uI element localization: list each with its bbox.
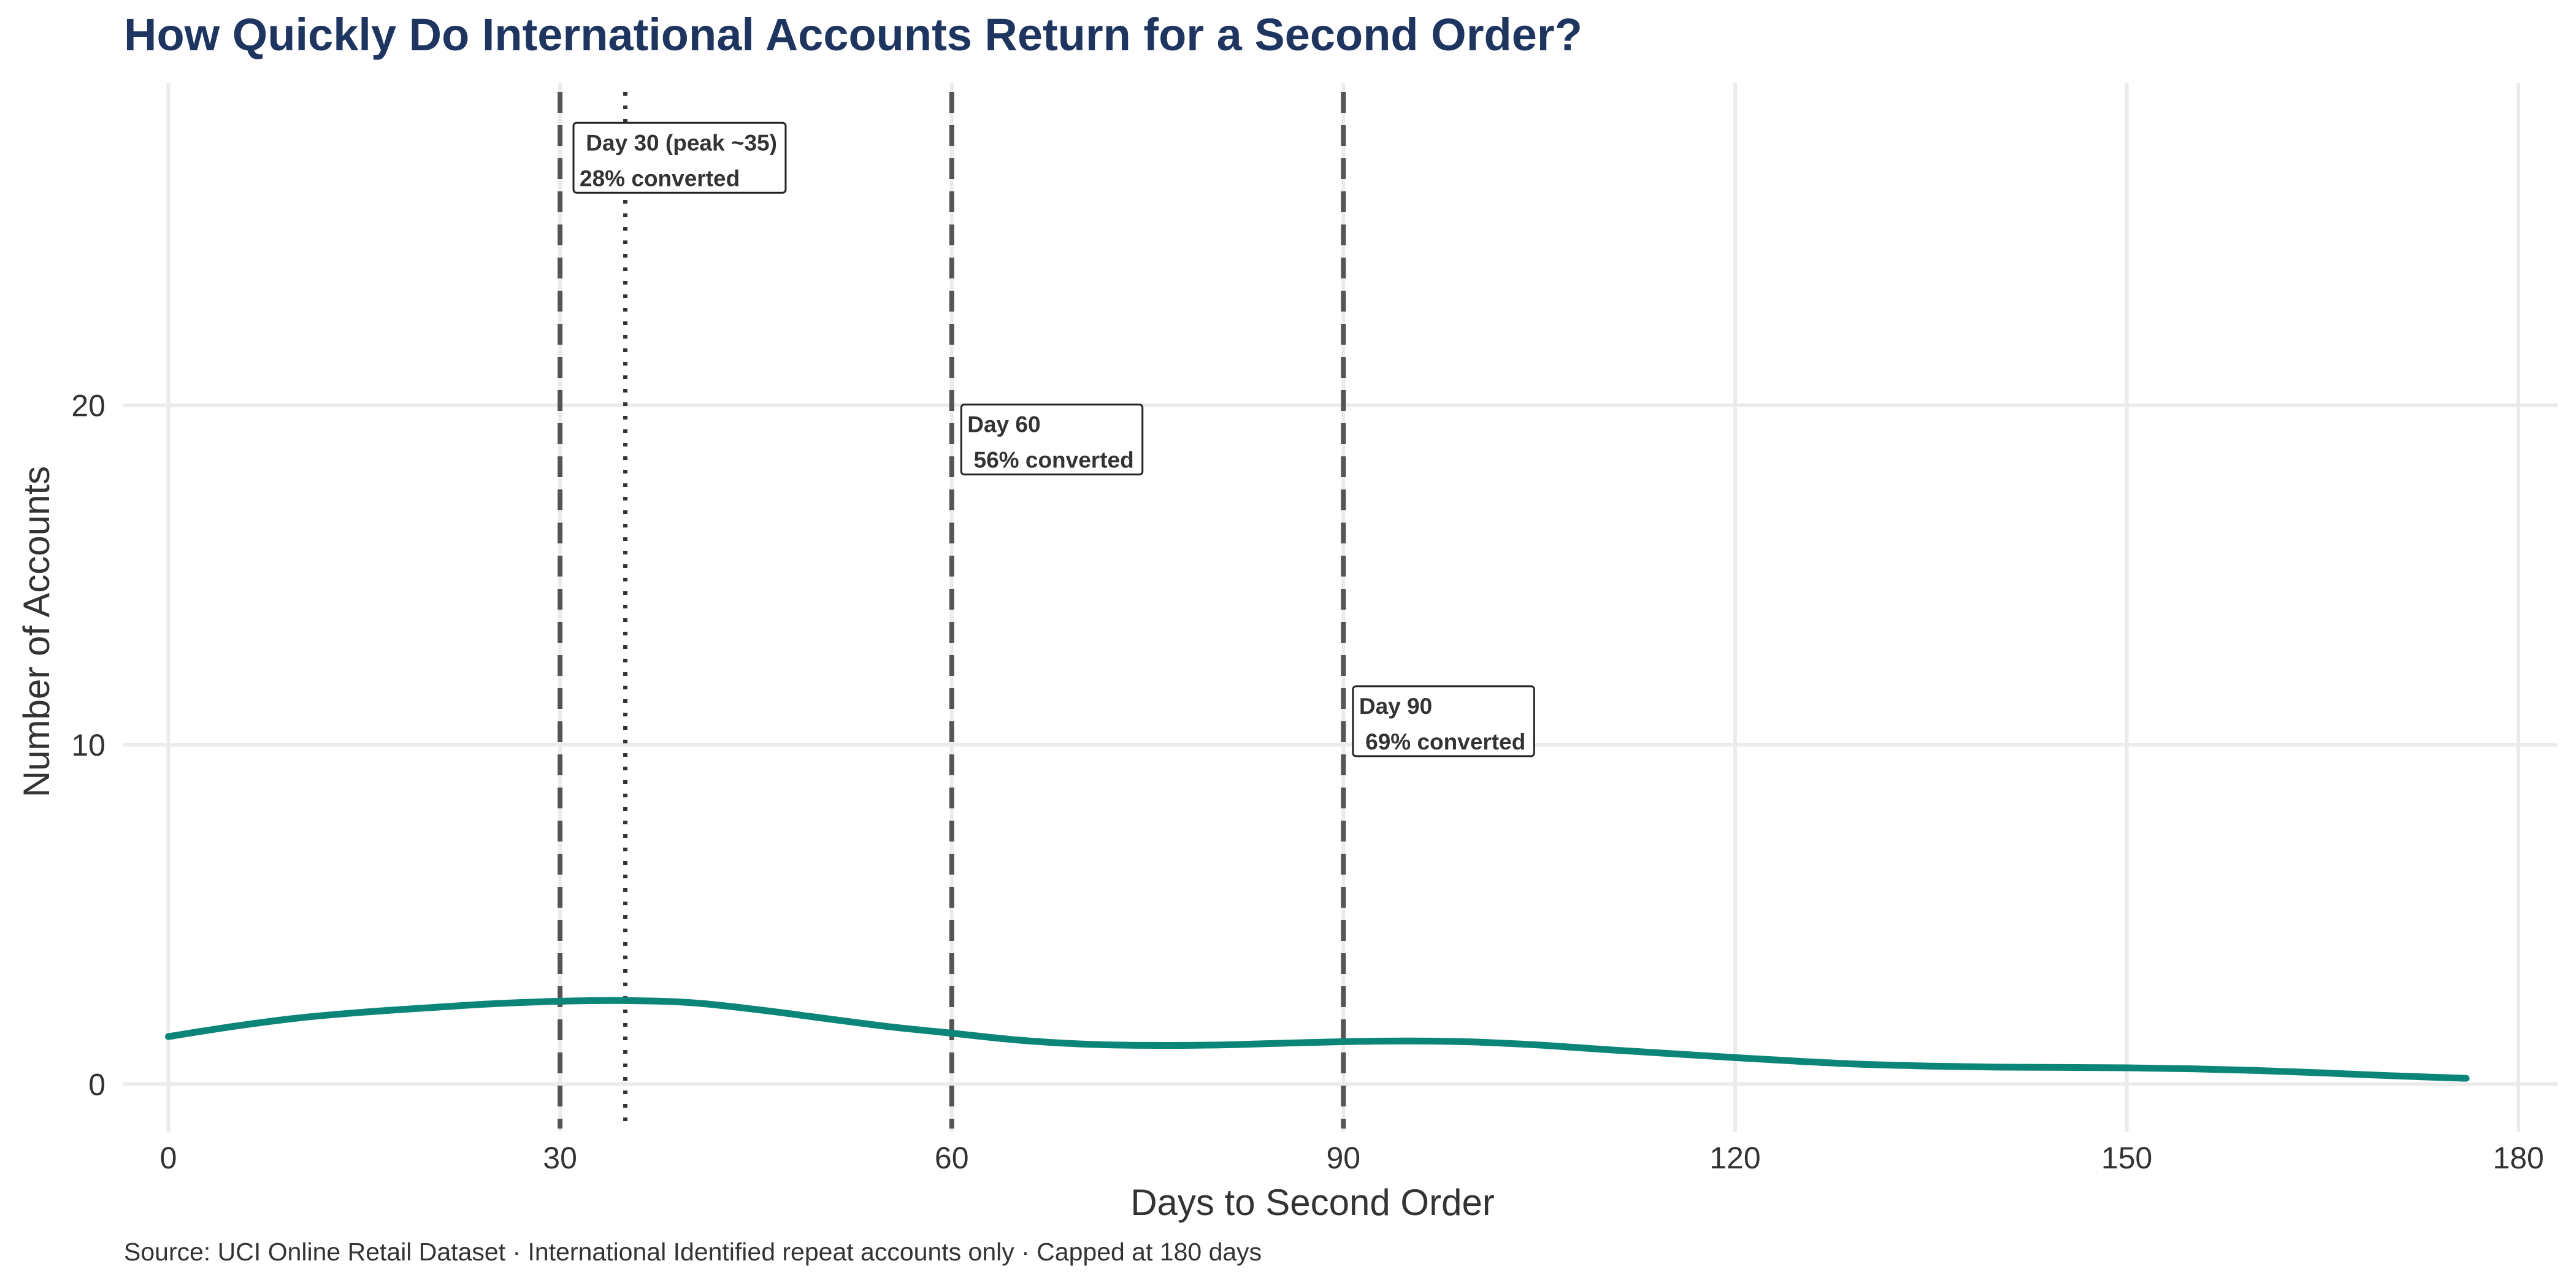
annotation-conversion: 69% converted [1359,729,1525,754]
x-tick-label: 180 [2493,1141,2543,1175]
y-tick-label: 20 [71,389,105,423]
annotation-title: Day 90 [1359,694,1432,719]
x-tick-label: 30 [543,1141,577,1175]
chart-title: How Quickly Do International Accounts Re… [124,9,1582,60]
reference-lines [558,92,1346,1129]
y-tick-label: 10 [71,728,105,762]
chart-caption: Source: UCI Online Retail Dataset · Inte… [124,1238,1262,1266]
annotation-box [960,404,1144,476]
y-axis-ticks: 0 10 20 [71,389,105,1102]
x-axis-title: Days to Second Order [1130,1182,1495,1223]
y-tick-label: 0 [88,1068,105,1102]
x-tick-label: 0 [160,1141,177,1175]
grid-lines [123,83,2558,1132]
annotation-title: Day 30 (peak ~35) [580,130,777,155]
annotation-conversion: 56% converted [967,448,1133,473]
density-line [165,997,2470,1082]
x-tick-label: 150 [2101,1141,2152,1175]
x-tick-label: 60 [935,1141,969,1175]
series-layer [165,997,2470,1082]
y-axis-title: Number of Accounts [16,466,57,797]
annotation-title: Day 60 [967,412,1040,437]
annotation-label: Day 90 69% converted [1352,685,1535,757]
annotation-conversion: 28% converted [580,166,740,191]
annotations: Day 30 (peak ~35) 28% converted Day 60 56%… [572,121,1535,757]
annotation-box [1352,685,1535,757]
x-axis-ticks: 0 30 60 90 120 150 180 [160,1141,2544,1175]
x-tick-label: 90 [1327,1141,1361,1175]
annotation-label: Day 30 (peak ~35) 28% converted [572,121,787,194]
annotation-label: Day 60 56% converted [960,404,1144,476]
x-tick-label: 120 [1709,1141,1760,1175]
annotation-box [572,121,787,194]
